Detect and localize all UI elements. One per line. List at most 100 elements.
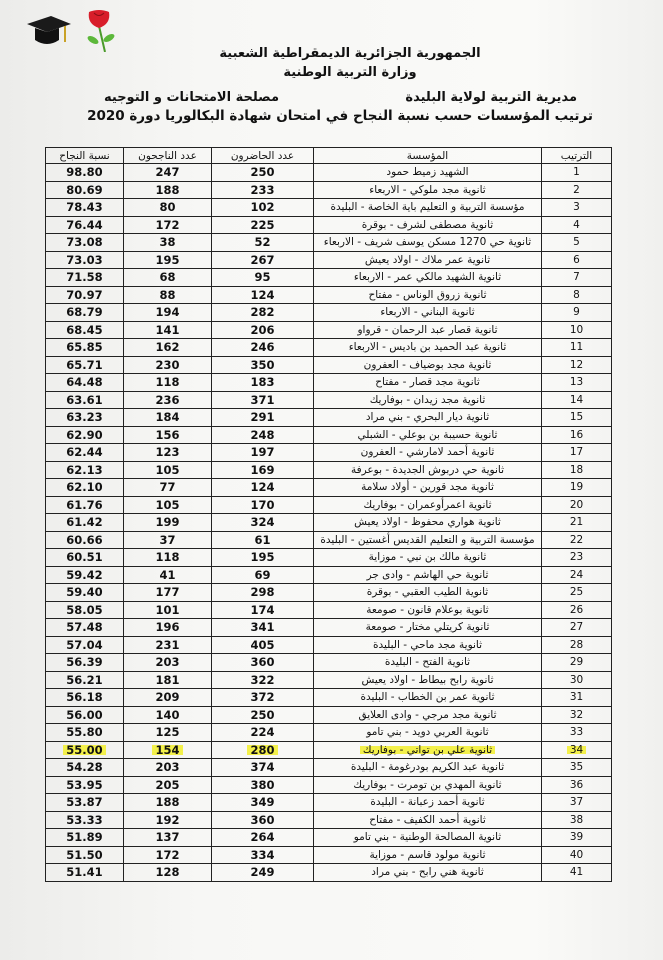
cell-passed-text: 195 [155,252,180,267]
cell-present: 374 [211,758,314,777]
cell-present: 334 [211,845,314,864]
cell-rank-text: 30 [569,673,584,686]
cell-passed: 196 [123,618,212,637]
cell-present: 249 [211,863,314,882]
cell-success-rate: 51.50 [45,845,124,864]
cell-success-rate-text: 98.80 [66,165,103,180]
cell-rank: 29 [541,653,612,672]
cell-rank: 17 [541,443,612,462]
cell-passed-text: 105 [155,462,180,477]
cell-success-rate-text: 60.51 [66,550,103,565]
table-row: 17 ثانوية أحمد لامارشي - العفرون 197 123 62.… [45,443,612,462]
cell-present-text: 350 [250,357,275,372]
cell-present: 250 [211,705,314,724]
cell-rank: 23 [541,548,612,567]
cell-present-text: 174 [250,602,275,617]
cell-present-text: 371 [250,392,275,407]
cell-rank: 16 [541,425,612,444]
cell-present-text: 380 [250,777,275,792]
cell-passed: 77 [123,478,212,497]
cell-institution-text: ثانوية أحمد الكفيف - مفتاح [369,813,486,826]
cell-institution-text: ثانوية مجد بوضياف - العفرون [363,358,492,371]
cell-success-rate: 70.97 [45,285,124,304]
cell-success-rate: 71.58 [45,268,124,287]
cell-present: 52 [211,233,314,252]
cell-institution: ثانوية زروق الوناس - مفتاح [313,285,542,304]
cell-rank-text: 27 [569,621,584,634]
cell-success-rate: 56.39 [45,653,124,672]
cell-present: 405 [211,635,314,654]
cell-present-text: 267 [250,252,275,267]
cell-passed-text: 141 [155,322,180,337]
cell-institution-text: ثانوية ديار البحري - بني مراد [365,411,490,424]
cell-institution: مؤسسة التربية و التعليم باية الخاصة - ال… [313,198,542,217]
cell-rank: 4 [541,215,612,234]
cell-present: 298 [211,583,314,602]
cell-passed: 199 [123,513,212,532]
cell-rank-text: 37 [569,796,584,809]
cell-passed: 236 [123,390,212,409]
cell-success-rate-text: 73.03 [66,252,103,267]
cell-success-rate-text: 53.95 [66,777,103,792]
cell-passed-text: 154 [152,742,183,757]
cell-passed: 140 [123,705,212,724]
cell-present-text: 249 [250,865,275,880]
cell-institution: ثانوية مولود قاسم - موزاية [313,845,542,864]
cell-rank-text: 41 [569,866,584,879]
cell-success-rate: 62.10 [45,478,124,497]
cell-institution-text: ثانوية زروق الوناس - مفتاح [368,288,487,301]
cell-institution: ثانوية عبد الكريم بودرغومة - البليدة [313,758,542,777]
cell-present-text: 324 [250,515,275,530]
cell-passed: 118 [123,373,212,392]
cell-present-text: 349 [250,795,275,810]
cell-present-text: 322 [250,672,275,687]
cell-success-rate-text: 58.05 [66,602,103,617]
table-row: 3 مؤسسة التربية و التعليم باية الخاصة - ا… [45,198,612,217]
cell-rank: 41 [541,863,612,882]
cell-institution-text: ثانوية حي 1270 مسكن يوسف شريف - الاربعاء [323,236,532,249]
cell-present-text: 246 [250,340,275,355]
cell-rank: 38 [541,810,612,829]
cell-rank-text: 12 [569,358,584,371]
rose-icon [87,10,115,52]
cell-rank-text: 26 [569,603,584,616]
cell-success-rate: 73.03 [45,250,124,269]
table-row: 8 ثانوية زروق الوناس - مفتاح 124 88 70.97 [45,285,612,304]
cell-present-text: 225 [250,217,275,232]
cell-success-rate-text: 53.33 [66,812,103,827]
cell-institution: ثانوية ديار البحري - بني مراد [313,408,542,427]
cell-institution: ثانوية مجد قصار - مفتاح [313,373,542,392]
cell-rank: 32 [541,705,612,724]
cell-present-text: 197 [250,445,275,460]
cell-passed: 37 [123,530,212,549]
cell-success-rate-text: 51.50 [66,847,103,862]
table-row: 24 ثانوية حي الهاشم - وادى جر 69 41 59.42 [45,565,612,584]
cell-passed-text: 101 [155,602,180,617]
cell-rank: 20 [541,495,612,514]
cell-rank: 10 [541,320,612,339]
republic-heading: الجمهورية الجزائرية الديمقراطية الشعبية [219,46,481,61]
table-row: 30 ثانوية رابح بيطاط - اولاد يعيش 322 181 56… [45,670,612,689]
cell-success-rate: 62.13 [45,460,124,479]
cell-present: 350 [211,355,314,374]
cell-passed-text: 125 [155,725,180,740]
cell-institution-text: ثانوية مجد قورين - أولاد سلامة [361,481,494,494]
header-present: عدد الحاضرون [211,147,314,164]
cell-success-rate-text: 62.44 [66,445,103,460]
cell-success-rate: 55.00 [45,740,124,759]
cell-present: 250 [211,163,314,182]
cell-success-rate-text: 53.87 [66,795,103,810]
cell-institution: ثانوية حي دربوش الجديدة - بوعرفة [313,460,542,479]
cell-present: 372 [211,688,314,707]
cell-institution: ثانوية هني رابح - بني مراد [313,863,542,882]
cell-success-rate: 56.18 [45,688,124,707]
cell-institution: ثانوية حي الهاشم - وادى جر [313,565,542,584]
cell-rank-text: 36 [569,778,584,791]
cell-rank-text: 11 [569,341,584,354]
cell-success-rate: 62.44 [45,443,124,462]
cell-success-rate: 63.61 [45,390,124,409]
cell-rank-text: 34 [566,743,587,756]
cell-institution: ثانوية كريتلي مختار - صومعة [313,618,542,637]
cell-success-rate-text: 56.00 [66,707,103,722]
